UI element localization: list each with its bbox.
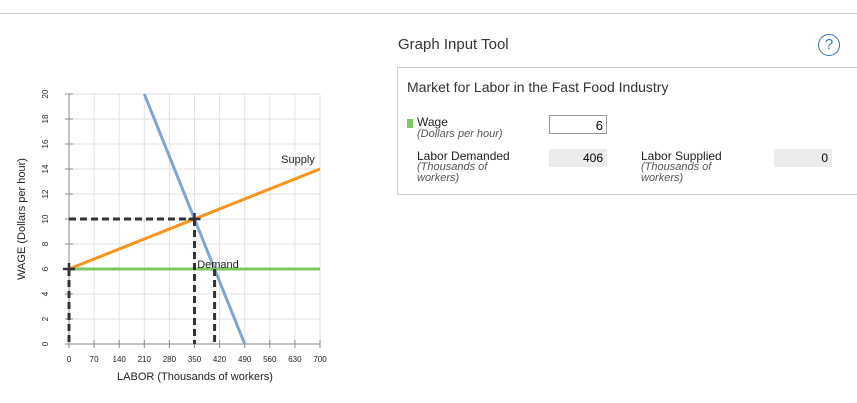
series-label: Supply [281,154,315,166]
y-axis-label: WAGE (Dollars per hour) [16,158,28,280]
input-panel: Market for Labor in the Fast Food Indust… [397,67,857,195]
wage-label: Wage [417,115,448,129]
help-button[interactable]: ? [818,34,840,56]
demanded-unit: (Thousands of workers) [417,161,488,184]
x-tick-label: 420 [213,355,227,364]
point-cross [63,263,75,275]
x-tick-label: 700 [313,355,327,364]
supplied-value: 0 [774,149,832,167]
y-tick-label: 14 [41,164,50,173]
wage-input[interactable]: 6 [549,115,607,134]
x-tick-label: 210 [138,355,152,364]
divider [0,13,857,14]
x-axis-label: LABOR (Thousands of workers) [117,371,273,383]
y-tick-label: 4 [41,291,50,296]
x-tick-label: 560 [263,355,277,364]
y-tick-label: 2 [41,316,50,321]
y-tick-label: 12 [41,189,50,198]
y-tick-label: 8 [41,241,50,246]
y-tick-label: 0 [41,341,50,346]
wage-unit: (Dollars per hour) [417,128,503,140]
chart: LABOR (Thousands of workers) WAGE (Dolla… [16,89,327,383]
y-tick-label: 18 [41,114,50,123]
y-tick-label: 20 [41,89,50,98]
x-tick-label: 490 [238,355,252,364]
series-label: Demand [197,259,239,271]
x-tick-label: 140 [113,355,127,364]
y-tick-label: 10 [41,214,50,223]
point-cross [188,213,201,225]
supplied-label: Labor Supplied [641,149,722,163]
y-tick-label: 16 [41,139,50,148]
y-tick-label: 6 [41,266,50,271]
x-tick-label: 350 [188,355,202,364]
demanded-value: 406 [549,149,607,167]
x-tick-label: 280 [163,355,177,364]
x-tick-label: 70 [90,355,99,364]
wage-swatch [407,119,413,128]
supplied-unit: (Thousands of workers) [641,161,712,184]
x-tick-label: 0 [67,355,72,364]
x-tick-label: 630 [288,355,302,364]
tool-title: Graph Input Tool [398,36,509,53]
demanded-label: Labor Demanded [417,149,510,163]
panel-title: Market for Labor in the Fast Food Indust… [407,79,669,95]
